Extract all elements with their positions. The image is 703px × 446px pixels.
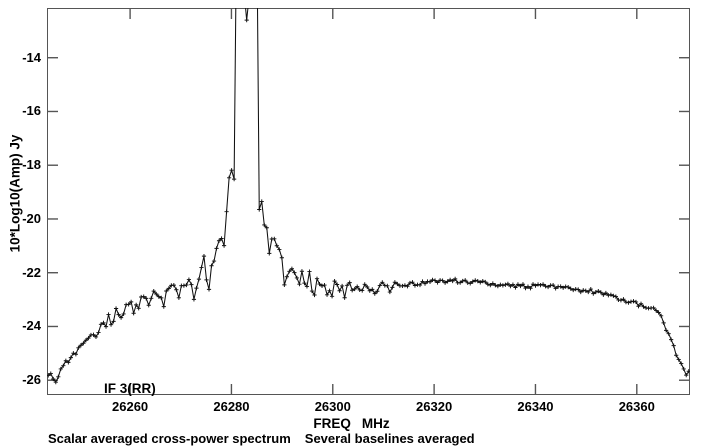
x-tick-label-26280: 26280 xyxy=(213,399,250,414)
y-tick-label-neg22: -22 xyxy=(22,264,41,280)
spectrum-curve xyxy=(47,8,690,395)
y-tick-label-neg18: -18 xyxy=(22,157,41,173)
x-axis-title-unit: MHz xyxy=(361,416,390,431)
y-tick-label-neg24: -24 xyxy=(22,318,41,334)
plot-frame xyxy=(47,8,690,395)
y-tick-label-neg26: -26 xyxy=(22,372,41,388)
if-annotation-label: IF 3(RR) xyxy=(104,381,156,396)
y-tick-label-neg20: -20 xyxy=(22,210,41,226)
x-axis-title: FREQ MHz xyxy=(0,416,703,431)
x-axis-title-name: FREQ xyxy=(313,416,351,431)
caption-right-text: Several baselines averaged xyxy=(304,431,475,446)
spectrum-channel-markers xyxy=(47,17,690,385)
y-tick-label-neg16: -16 xyxy=(22,103,41,119)
plot-caption: Scalar averaged cross-power spectrum Seve… xyxy=(48,431,475,446)
x-tick-label-26260: 26260 xyxy=(112,399,149,414)
data-series-if3rr xyxy=(47,8,690,385)
y-tick-label-neg14: -14 xyxy=(22,49,41,65)
axis-ticks xyxy=(47,8,690,395)
y-axis-tick-labels: -14 -16 -18 -20 -22 -24 -26 xyxy=(0,0,41,445)
plot-area: IF 3(RR) xyxy=(47,8,690,396)
caption-left-text: Scalar averaged cross-power spectrum xyxy=(48,431,291,446)
spectrum-polyline xyxy=(47,8,690,384)
x-tick-label-26320: 26320 xyxy=(416,399,453,414)
x-tick-label-26360: 26360 xyxy=(618,399,655,414)
x-tick-label-26300: 26300 xyxy=(314,399,351,414)
x-tick-label-26340: 26340 xyxy=(517,399,554,414)
y-axis-title: 10*Log10(Amp) Jy xyxy=(7,134,23,253)
